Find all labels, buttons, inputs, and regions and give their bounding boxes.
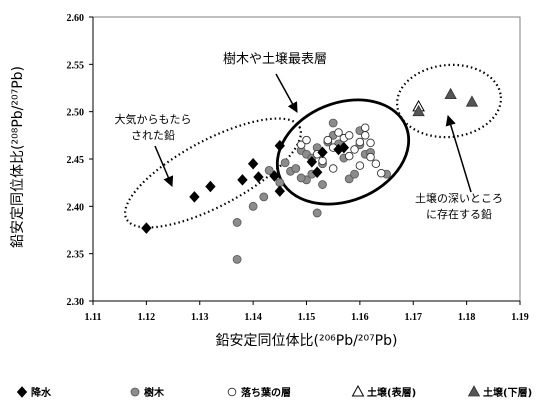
annotation-text: 樹木や土壌最表層	[223, 52, 327, 67]
point-circle	[232, 218, 242, 227]
point-circle-open	[344, 131, 354, 140]
y-tick-label: 2.35	[67, 250, 85, 261]
point-circle-open	[344, 151, 354, 161]
y-tick-label: 2.45	[67, 155, 85, 166]
annotation-arrow	[445, 114, 472, 193]
point-diamond	[253, 171, 264, 183]
surface-soil-ellipse	[275, 98, 411, 206]
point-circle	[264, 165, 274, 175]
y-axis-title: 鉛安定同位体比(²⁰⁸Pb/²⁰⁷Pb)	[10, 66, 26, 248]
point-diamond	[269, 170, 280, 182]
point-triangle	[444, 87, 457, 100]
point-circle	[328, 118, 338, 128]
point-diamond	[338, 141, 350, 154]
point-circle-open	[328, 164, 338, 173]
legend-marker	[467, 385, 481, 397]
point-circle	[296, 173, 306, 183]
x-tick-label: 1.16	[351, 312, 369, 323]
legend-marker	[351, 384, 365, 397]
point-diamond	[274, 139, 285, 152]
point-circle-open	[366, 152, 375, 162]
atmospheric-lead-ellipse	[123, 117, 303, 229]
point-circle-open	[334, 128, 343, 137]
annotation-text: された鉛	[131, 128, 175, 142]
point-diamond	[306, 156, 318, 168]
legend: 降水 樹木 落ち葉の層 土壌(表層) 土壌(下層)	[16, 384, 532, 399]
deep-soil-ellipse	[396, 63, 502, 139]
point-circle	[291, 164, 301, 173]
annotation-text: 大気からもたら	[115, 112, 192, 126]
point-circle-open	[323, 135, 333, 145]
data-points	[141, 87, 479, 264]
point-circle-open	[376, 168, 386, 178]
point-diamond	[317, 146, 328, 159]
y-tick-label: 2.50	[67, 108, 85, 119]
legend-marker	[130, 387, 140, 397]
legend-label: 樹木	[144, 386, 165, 399]
x-tick-label: 1.11	[85, 312, 102, 323]
y-tick-label: 2.40	[67, 202, 85, 213]
legend-label: 降水	[31, 386, 52, 399]
point-circle-open	[360, 123, 370, 133]
x-tick-label: 1.18	[458, 312, 476, 323]
y-tick-label: 2.30	[67, 297, 85, 308]
legend-marker	[16, 386, 28, 398]
x-tick-label: 1.19	[511, 312, 529, 323]
x-tick-label: 1.13	[191, 312, 209, 323]
point-circle-open	[371, 159, 381, 168]
point-circle	[280, 158, 290, 168]
point-diamond	[247, 157, 259, 170]
point-circle	[232, 254, 242, 264]
point-circle	[312, 208, 322, 218]
point-circle-open	[360, 131, 370, 140]
point-diamond	[274, 185, 285, 197]
annotation-text: 土壌の深いところ	[415, 192, 503, 205]
point-circle-open	[296, 140, 306, 150]
x-tick-label: 1.12	[138, 312, 156, 323]
point-circle	[248, 201, 258, 211]
annotation-arrow	[154, 145, 174, 187]
point-circle	[318, 180, 327, 189]
point-circle-open	[355, 137, 365, 147]
x-tick-label: 1.17	[405, 312, 423, 323]
y-tick-label: 2.60	[67, 13, 85, 24]
x-axis-title: 鉛安定同位体比(²⁰⁶Pb/²⁰⁷Pb)	[216, 333, 398, 349]
point-diamond	[205, 180, 216, 193]
annotation-text: に存在する鉛	[426, 207, 492, 221]
point-triangle	[465, 95, 479, 107]
group-ellipses	[123, 63, 502, 229]
point-circle-open	[350, 145, 359, 154]
legend-label: 落ち葉の層	[241, 386, 291, 399]
point-circle-open	[302, 135, 311, 145]
axes: 1.11 1.12 1.13 1.14 1.15 1.16 1.17 1.18 1.19 2.30…	[10, 13, 529, 349]
x-tick-label: 1.14	[244, 312, 262, 323]
point-diamond	[237, 174, 248, 186]
legend-label: 土壌(表層)	[367, 386, 416, 399]
point-diamond	[312, 166, 323, 179]
point-triangle	[412, 104, 425, 117]
y-tick-label: 2.55	[67, 60, 85, 71]
point-circle	[350, 169, 359, 179]
point-diamond	[189, 191, 200, 203]
x-tick-label: 1.15	[298, 312, 316, 323]
point-diamond	[141, 222, 152, 234]
legend-marker	[227, 387, 237, 397]
point-circle-open	[318, 156, 327, 166]
point-circle-open	[355, 161, 365, 170]
legend-label: 土壌(下層)	[483, 386, 532, 399]
point-circle	[259, 192, 269, 202]
point-circle-open	[366, 138, 375, 148]
annotation-arrow	[275, 73, 298, 113]
